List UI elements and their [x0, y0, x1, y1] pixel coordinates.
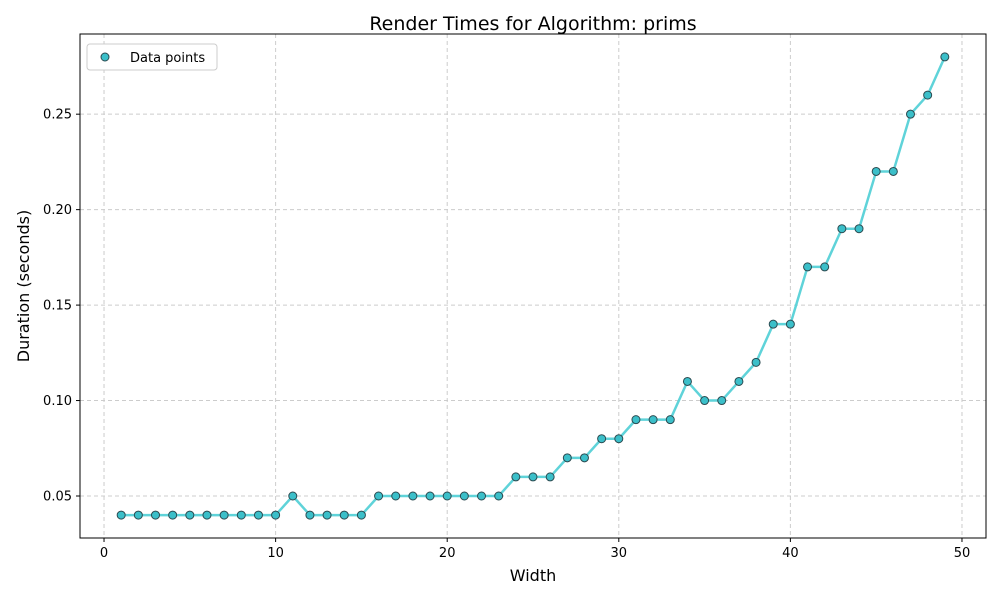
data-point [906, 109, 915, 119]
data-point [700, 396, 710, 406]
data-point [528, 472, 538, 482]
data-point [339, 510, 349, 520]
data-point [271, 510, 281, 520]
plot-frame [79, 33, 987, 539]
data-point [442, 491, 452, 501]
x-tick-label: 50 [954, 546, 971, 561]
data-point [923, 90, 933, 100]
y-axis-label: Duration (seconds) [14, 210, 33, 362]
data-point [477, 491, 487, 501]
data-point [305, 510, 315, 520]
data-point [494, 491, 504, 501]
data-point [511, 472, 521, 482]
plot-area [80, 34, 986, 538]
data-point [631, 415, 641, 425]
data-point [888, 166, 898, 176]
data-point [665, 415, 675, 425]
data-point [614, 434, 624, 444]
y-axis: 0.05 0.10 0.15 0.20 0.25 [43, 108, 80, 505]
data-point [322, 510, 332, 520]
y-tick-label: 0.10 [43, 394, 72, 409]
y-tick-label: 0.15 [43, 299, 72, 314]
data-point [545, 472, 555, 482]
x-axis-label: Width [510, 566, 556, 585]
legend-box [86, 43, 218, 71]
legend-label: Data points [130, 51, 205, 66]
data-point [168, 510, 178, 520]
y-tick-label: 0.20 [43, 203, 72, 218]
data-point [253, 510, 263, 520]
data-point [597, 434, 607, 444]
data-point [236, 510, 246, 520]
x-tick-label: 30 [611, 546, 628, 561]
data-point [682, 376, 692, 386]
data-point [871, 166, 881, 176]
data-point [374, 491, 384, 501]
data-point [151, 510, 160, 520]
data-point [579, 453, 589, 463]
x-tick-label: 40 [782, 546, 799, 561]
data-point [133, 510, 143, 520]
data-point [940, 52, 950, 62]
data-point [751, 357, 761, 367]
data-point [116, 510, 126, 520]
data-point [202, 510, 212, 520]
data-point [734, 376, 744, 386]
data-point [768, 319, 778, 329]
y-tick-label: 0.05 [43, 490, 72, 505]
grid [80, 34, 986, 538]
x-tick-label: 0 [100, 546, 108, 561]
data-point [288, 491, 298, 501]
legend-marker [100, 52, 110, 62]
x-axis: 0 10 20 30 40 50 [100, 538, 970, 561]
data-point [391, 491, 401, 501]
data-point [785, 319, 795, 329]
data-point [408, 491, 418, 501]
data-point [356, 510, 366, 520]
data-point [185, 510, 195, 520]
data-point [562, 453, 572, 463]
data-point [837, 224, 847, 234]
x-tick-label: 20 [439, 546, 456, 561]
data-point [648, 415, 658, 425]
chart-title: Render Times for Algorithm: prims [369, 13, 696, 35]
data-point [803, 262, 813, 272]
data-point [425, 491, 435, 501]
data-point [820, 262, 830, 272]
data-point [459, 491, 469, 501]
data-point [854, 224, 864, 234]
data-point [219, 510, 229, 520]
marker-layer [116, 52, 950, 520]
legend: Data points [86, 43, 218, 71]
data-point [717, 396, 727, 406]
y-tick-label: 0.25 [43, 108, 72, 123]
x-tick-label: 10 [267, 546, 284, 561]
